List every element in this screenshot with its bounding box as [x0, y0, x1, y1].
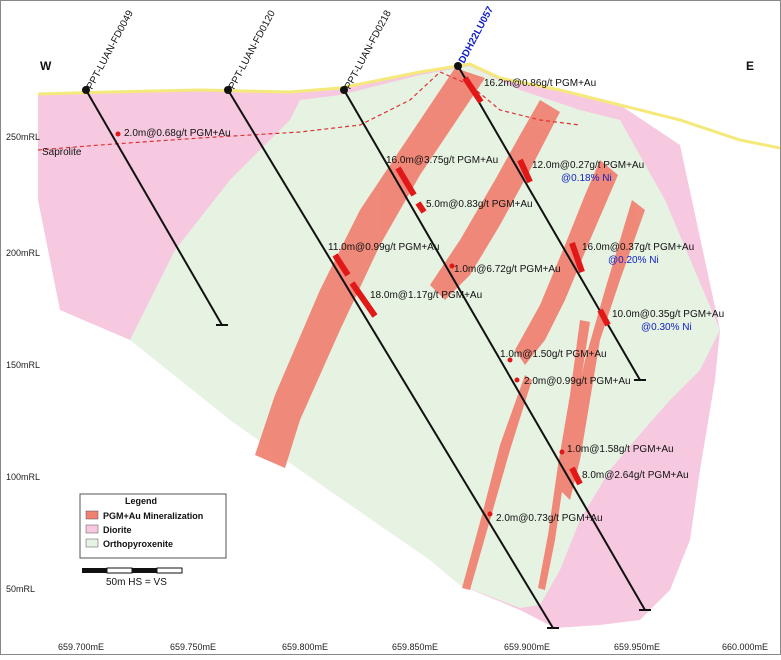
drillhole-trace-ddh22lu057	[457, 65, 641, 381]
mineral-band-5	[462, 375, 532, 590]
saprolite-line	[37, 71, 581, 151]
mineral-band-main	[255, 68, 485, 468]
scale-label: 50m HS = VS	[106, 577, 167, 588]
intercept-label: 16.2m@0.86g/t PGM+Au	[484, 78, 596, 89]
mineral-band-4	[560, 200, 645, 500]
legend-label-mineralization: PGM+Au Mineralization	[103, 511, 203, 521]
drillhole-collars	[82, 62, 462, 94]
mineralization-zones	[255, 68, 645, 590]
legend-label-diorite: Diorite	[103, 525, 132, 535]
legend-swatch-diorite	[85, 524, 99, 534]
drillhole-trace-fd0218	[343, 89, 646, 611]
intercept-label: 2.0m@0.99g/t PGM+Au	[524, 376, 631, 387]
intercept-marks	[332, 76, 611, 486]
nickel-label: @0.20% Ni	[608, 255, 659, 266]
x-axis-label: 660.000mE	[722, 642, 768, 652]
x-axis-label: 659.700mE	[58, 642, 104, 652]
intercept-label: 16.0m@3.75g/t PGM+Au	[386, 155, 498, 166]
drillhole-trace-fd0049	[85, 89, 223, 326]
legend-box	[79, 493, 227, 559]
y-axis-label: 200mRL	[6, 248, 40, 258]
intercept-label: 2.0m@0.73g/t PGM+Au	[496, 513, 603, 524]
intercept-label: 8.0m@2.64g/t PGM+Au	[582, 470, 689, 481]
intercept-label: 18.0m@1.17g/t PGM+Au	[370, 290, 482, 301]
west-label: W	[40, 59, 52, 73]
scale-bar: 50m HS = VS	[82, 567, 183, 588]
drillholes	[85, 65, 651, 629]
intercept-label: 11.0m@0.99g/t PGM+Au	[328, 242, 439, 253]
x-axis-label: 659.800mE	[282, 642, 328, 652]
y-axis-label: 150mRL	[6, 360, 40, 370]
y-axis-label: 50mRL	[6, 584, 35, 594]
nickel-label: @0.30% Ni	[641, 322, 692, 333]
x-axis-label: 659.750mE	[170, 642, 216, 652]
drillhole-trace-fd0120	[227, 89, 554, 629]
intercept-label: 2.0m@0.68g/t PGM+Au	[124, 128, 231, 139]
intercept-label: 5.0m@0.83g/t PGM+Au	[426, 199, 533, 210]
legend-swatch-mineralization	[85, 510, 99, 520]
intercept-label: 12.0m@0.27g/t PGM+Au	[532, 160, 644, 171]
y-axis-label: 100mRL	[6, 472, 40, 482]
legend-title: Legend	[125, 496, 157, 506]
mineral-band-6	[538, 320, 590, 590]
intercept-label: 10.0m@0.35g/t PGM+Au	[612, 309, 724, 320]
x-axis-label: 659.900mE	[504, 642, 550, 652]
mineral-band-2	[430, 100, 560, 300]
legend-swatch-orthopyroxenite	[85, 538, 99, 548]
intercept-label: 1.0m@1.58g/t PGM+Au	[567, 444, 674, 455]
saprolite-label: Saprolite	[42, 147, 82, 158]
legend-label-orthopyroxenite: Orthopyroxenite	[103, 539, 173, 549]
nickel-label: @0.18% Ni	[561, 173, 612, 184]
east-label: E	[746, 59, 754, 73]
intercept-label: 1.0m@1.50g/t PGM+Au	[500, 349, 607, 360]
x-axis-label: 659.850mE	[392, 642, 438, 652]
intercept-label: 16.0m@0.37g/t PGM+Au	[582, 242, 694, 253]
legend: Legend PGM+Au Mineralization Diorite Ort…	[79, 493, 227, 559]
mineral-band-3	[515, 160, 618, 365]
x-axis-label: 659.950mE	[614, 642, 660, 652]
topography-line	[37, 62, 781, 150]
intercept-dots	[115, 131, 565, 517]
y-axis-label: 250mRL	[6, 132, 40, 142]
intercept-label: 1.0m@6.72g/t PGM+Au	[454, 264, 561, 275]
